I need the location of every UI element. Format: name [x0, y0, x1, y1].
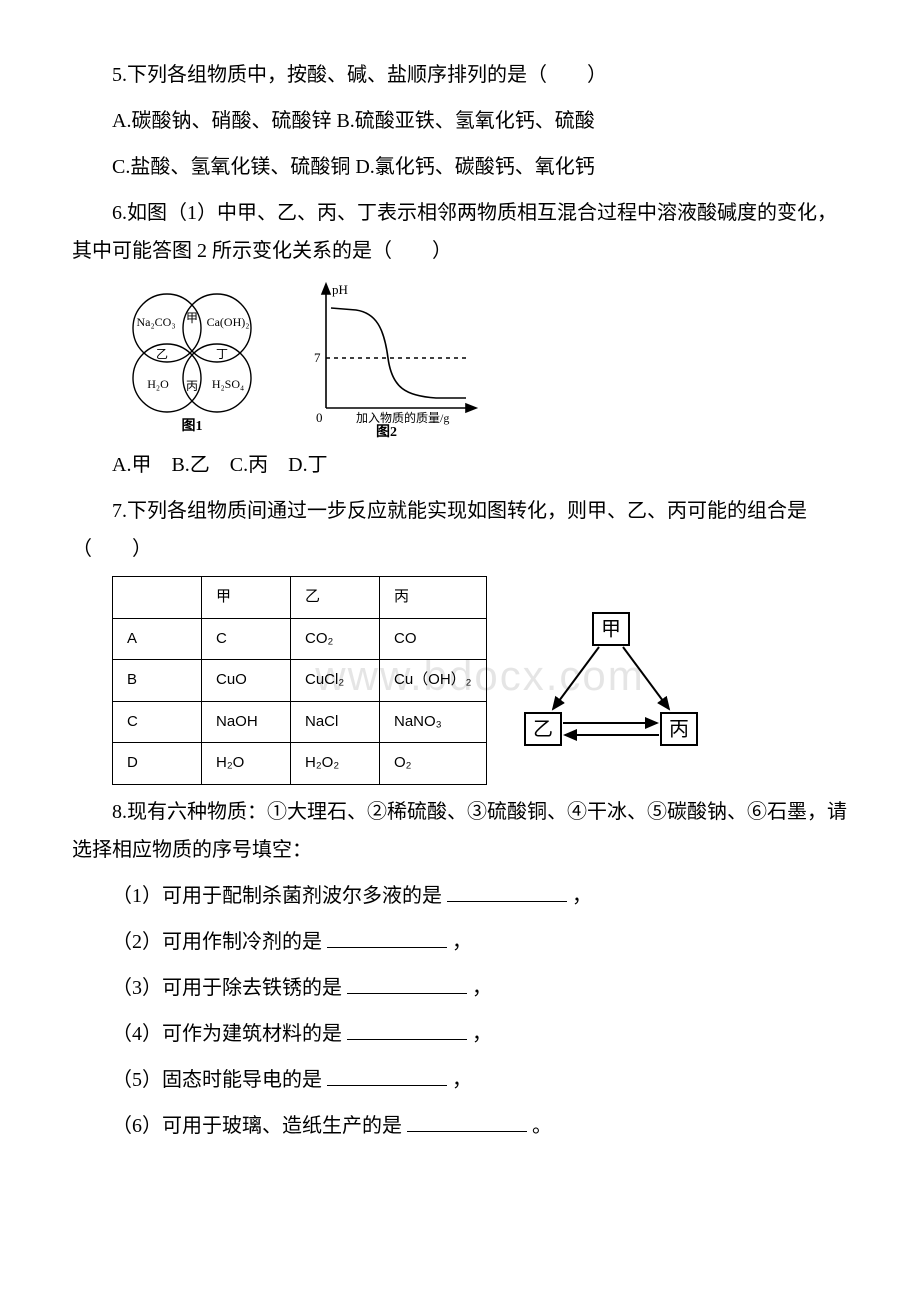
comma: ， — [472, 1023, 492, 1045]
fig1-tl: Na₂CO₃ — [136, 315, 175, 329]
q7-table: 甲 乙 丙 A C CO₂ CO B CuO CuCl₂ Cu（OH）₂ C N… — [112, 576, 487, 785]
q5-stem: 5.下列各组物质中，按酸、碱、盐顺序排列的是（ ） — [72, 56, 848, 94]
q8-item-3: （3）可用于除去铁锈的是 ， — [72, 969, 848, 1007]
fig1-bm: 丙 — [186, 379, 198, 393]
q7-content: www.bdocx.com 甲 乙 丙 A C CO₂ CO B CuO CuC… — [112, 576, 848, 785]
table-row: B CuO CuCl₂ Cu（OH）₂ — [113, 660, 487, 702]
cell: H₂O — [202, 743, 291, 785]
cell: B — [113, 660, 202, 702]
fig1-br: H₂SO₄ — [212, 377, 244, 391]
fig2-ylabel: pH — [332, 282, 348, 297]
tri-left: 乙 — [533, 719, 553, 741]
comma: ， — [452, 1069, 472, 1091]
q8-item-6: （6）可用于玻璃、造纸生产的是 。 — [72, 1107, 848, 1145]
cell: CO — [380, 618, 487, 660]
blank-2 — [327, 927, 447, 948]
q5-opt-a: A.碳酸钠、硝酸、硫酸锌 — [112, 110, 331, 132]
table-row: D H₂O H₂O₂ O₂ — [113, 743, 487, 785]
cell: NaCl — [291, 701, 380, 743]
q8-item-1: （1）可用于配制杀菌剂波尔多液的是 ， — [72, 877, 848, 915]
period: 。 — [532, 1115, 552, 1137]
th-yi: 乙 — [291, 577, 380, 619]
q8-item-2: （2）可用作制冷剂的是 ， — [72, 923, 848, 961]
fig1-tr: Ca(OH)₂ — [207, 315, 250, 329]
q5-opt-c: C.盐酸、氢氧化镁、硫酸铜 — [112, 156, 350, 178]
blank-1 — [447, 881, 567, 902]
comma: ， — [452, 931, 472, 953]
q7-triangle: 甲 乙 丙 — [511, 595, 711, 765]
q8-3-text: （3）可用于除去铁锈的是 — [112, 977, 342, 999]
fig2-tick7: 7 — [314, 350, 321, 365]
fig1-tm: 甲 — [186, 311, 198, 325]
q5-opt-b: B.硫酸亚铁、氢氧化钙、硫酸 — [336, 110, 594, 132]
q6-fig2: pH 7 0 加入物质的质量/g 图2 — [296, 278, 486, 438]
q5-line1: A.碳酸钠、硝酸、硫酸锌 B.硫酸亚铁、氢氧化钙、硫酸 — [72, 102, 848, 140]
q8-item-4: （4）可作为建筑材料的是 ， — [72, 1015, 848, 1053]
q6-figures: Na₂CO₃ 甲 Ca(OH)₂ 乙 丁 H₂O 丙 H₂SO₄ 图1 pH 7 — [112, 278, 848, 438]
cell: H₂O₂ — [291, 743, 380, 785]
blank-6 — [407, 1111, 527, 1132]
q6-options: A.甲 B.乙 C.丙 D.丁 — [72, 446, 848, 484]
q5-opt-d: D.氯化钙、碳酸钙、氧化钙 — [355, 156, 594, 178]
q8-5-text: （5）固态时能导电的是 — [112, 1069, 322, 1091]
q6-fig1: Na₂CO₃ 甲 Ca(OH)₂ 乙 丁 H₂O 丙 H₂SO₄ 图1 — [112, 278, 272, 438]
q6-stem: 6.如图（1）中甲、乙、丙、丁表示相邻两物质相互混合过程中溶液酸碱度的变化，其中… — [72, 194, 848, 270]
cell: O₂ — [380, 743, 487, 785]
q8-6-text: （6）可用于玻璃、造纸生产的是 — [112, 1115, 402, 1137]
q8-4-text: （4）可作为建筑材料的是 — [112, 1023, 342, 1045]
table-row: C NaOH NaCl NaNO₃ — [113, 701, 487, 743]
cell: CO₂ — [291, 618, 380, 660]
fig1-caption: 图1 — [182, 418, 203, 434]
th-blank — [113, 577, 202, 619]
cell: C — [202, 618, 291, 660]
cell: CuO — [202, 660, 291, 702]
cell: NaOH — [202, 701, 291, 743]
comma: ， — [472, 977, 492, 999]
th-jia: 甲 — [202, 577, 291, 619]
fig2-xlabel: 加入物质的质量/g — [356, 410, 449, 425]
blank-4 — [347, 1019, 467, 1040]
comma: ， — [572, 885, 592, 907]
cell: CuCl₂ — [291, 660, 380, 702]
cell: D — [113, 743, 202, 785]
q8-item-5: （5）固态时能导电的是 ， — [72, 1061, 848, 1099]
fig1-bl: H₂O — [147, 377, 169, 391]
table-row: 甲 乙 丙 — [113, 577, 487, 619]
q7-stem: 7.下列各组物质间通过一步反应就能实现如图转化，则甲、乙、丙可能的组合是（ ） — [72, 492, 848, 568]
cell: NaNO₃ — [380, 701, 487, 743]
th-bing: 丙 — [380, 577, 487, 619]
q5-line2: C.盐酸、氢氧化镁、硫酸铜 D.氯化钙、碳酸钙、氧化钙 — [72, 148, 848, 186]
blank-3 — [347, 973, 467, 994]
table-row: A C CO₂ CO — [113, 618, 487, 660]
cell: Cu（OH）₂ — [380, 660, 487, 702]
q8-1-text: （1）可用于配制杀菌剂波尔多液的是 — [112, 885, 442, 907]
tri-top: 甲 — [601, 619, 621, 641]
fig1-lm: 乙 — [156, 347, 168, 361]
fig2-caption: 图2 — [376, 424, 397, 438]
fig2-origin: 0 — [316, 410, 323, 425]
q8-2-text: （2）可用作制冷剂的是 — [112, 931, 322, 953]
tri-right: 丙 — [669, 719, 689, 741]
cell: C — [113, 701, 202, 743]
q8-stem: 8.现有六种物质：①大理石、②稀硫酸、③硫酸铜、④干冰、⑤碳酸钠、⑥石墨，请选择… — [72, 793, 848, 869]
cell: A — [113, 618, 202, 660]
blank-5 — [327, 1065, 447, 1086]
fig1-rm: 丁 — [216, 347, 228, 361]
